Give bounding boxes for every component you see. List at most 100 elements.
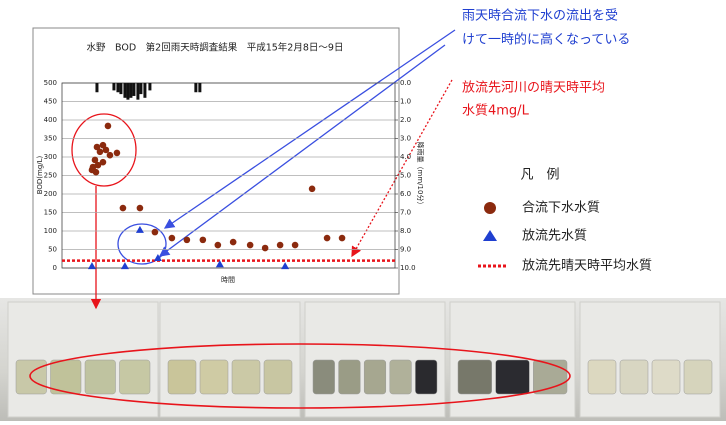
point <box>99 158 107 166</box>
jar <box>199 359 229 395</box>
triangle-point <box>281 262 290 270</box>
point <box>199 236 207 244</box>
y-tick-label: 200 <box>44 190 57 198</box>
point <box>102 146 110 154</box>
point <box>214 241 222 249</box>
legend-title: 凡 例 <box>520 168 559 183</box>
photo-panel <box>579 301 721 418</box>
legend-marker <box>483 230 497 241</box>
y2-tick-label: 7.0 <box>400 209 411 217</box>
jar <box>651 359 681 395</box>
y2-tick-label: 4.0 <box>400 153 411 161</box>
y-tick-label: 300 <box>44 153 57 161</box>
y2-tick-label: 8.0 <box>400 227 411 235</box>
y2-tick-label: 3.0 <box>400 135 411 143</box>
y-axis-label: BOD(mg/L) <box>36 155 44 194</box>
jar <box>231 359 261 395</box>
triangle-point <box>135 225 144 233</box>
triangle-point <box>120 262 129 270</box>
photo-panel <box>159 301 301 418</box>
point <box>94 161 102 169</box>
y-tick-label: 50 <box>48 246 57 254</box>
rain-bar <box>139 83 143 95</box>
x-axis-label: 時間 <box>221 276 235 284</box>
annotation-shapes <box>29 29 571 409</box>
rain-bar <box>136 83 140 100</box>
legend-label: 放流先晴天時平均水質 <box>522 259 652 274</box>
y2-tick-label: 5.0 <box>400 172 411 180</box>
rain-bar <box>194 83 198 93</box>
rain-bar <box>126 83 130 100</box>
point <box>113 149 121 157</box>
point <box>106 151 114 159</box>
photo-panel <box>449 301 576 418</box>
point <box>308 185 316 193</box>
point <box>323 234 331 242</box>
y2-tick-label: 10.0 <box>400 264 416 272</box>
y-tick-label: 400 <box>44 116 57 124</box>
rain-bar <box>148 83 152 91</box>
point <box>93 143 101 151</box>
rain-bar <box>119 83 123 95</box>
point <box>338 234 346 242</box>
jar <box>363 359 387 395</box>
jar <box>84 359 116 395</box>
y2-tick-label: 2.0 <box>400 116 411 124</box>
y2-axis-label: 降雨量（mm/10分） <box>416 142 425 209</box>
jar <box>338 359 361 395</box>
photo-panel <box>7 301 159 418</box>
point <box>91 156 99 164</box>
point <box>276 241 284 249</box>
y-tick-label: 0 <box>53 264 57 272</box>
point <box>92 168 100 176</box>
jar <box>587 359 617 395</box>
jar <box>263 359 293 395</box>
y-tick-label: 350 <box>44 135 57 143</box>
jar <box>619 359 649 395</box>
point <box>168 234 176 242</box>
photo-panel <box>304 301 446 418</box>
triangle-point <box>87 262 96 270</box>
y2-tick-label: 6.0 <box>400 190 411 198</box>
chart-title: 水野 BOD 第2回雨天時調査結果 平成15年2月8日～9日 <box>87 42 344 54</box>
annotation-text: 水質4mg/L <box>462 104 530 119</box>
point <box>183 236 191 244</box>
rain-bar <box>143 83 147 98</box>
point <box>136 204 144 212</box>
point <box>119 204 127 212</box>
y2-tick-label: 0.0 <box>400 79 411 87</box>
annotation-text: 雨天時合流下水の流出を受 <box>462 9 618 24</box>
rain-bar <box>112 83 116 91</box>
rain-bar <box>198 83 202 93</box>
legend-label: 放流先水質 <box>522 229 587 244</box>
annotation-text: けて一時的に高くなっている <box>462 32 630 48</box>
rain-bar <box>123 83 127 98</box>
point <box>99 141 107 149</box>
triangle-point <box>215 260 224 268</box>
jar <box>415 359 438 395</box>
jar <box>495 359 530 395</box>
legend-label: 合流下水水質 <box>522 201 600 216</box>
annotation-text: 放流先河川の晴天時平均 <box>462 81 605 96</box>
y2-tick-label: 9.0 <box>400 246 411 254</box>
jar <box>312 359 335 395</box>
y2-tick-label: 1.0 <box>400 98 411 106</box>
point <box>151 228 159 236</box>
chart-frame <box>32 27 400 295</box>
rain-bar <box>132 83 136 96</box>
plot-area <box>61 82 396 269</box>
y-tick-label: 100 <box>44 227 57 235</box>
photo-strip <box>0 298 726 421</box>
point <box>104 122 112 130</box>
rain-bar <box>129 83 133 98</box>
point <box>261 244 269 252</box>
jar <box>15 359 47 395</box>
rain-bar <box>95 83 99 93</box>
triangle-point <box>153 254 162 262</box>
y-tick-label: 450 <box>44 98 57 106</box>
point <box>96 148 104 156</box>
jar <box>457 359 492 395</box>
point <box>291 241 299 249</box>
y-tick-label: 500 <box>44 79 57 87</box>
